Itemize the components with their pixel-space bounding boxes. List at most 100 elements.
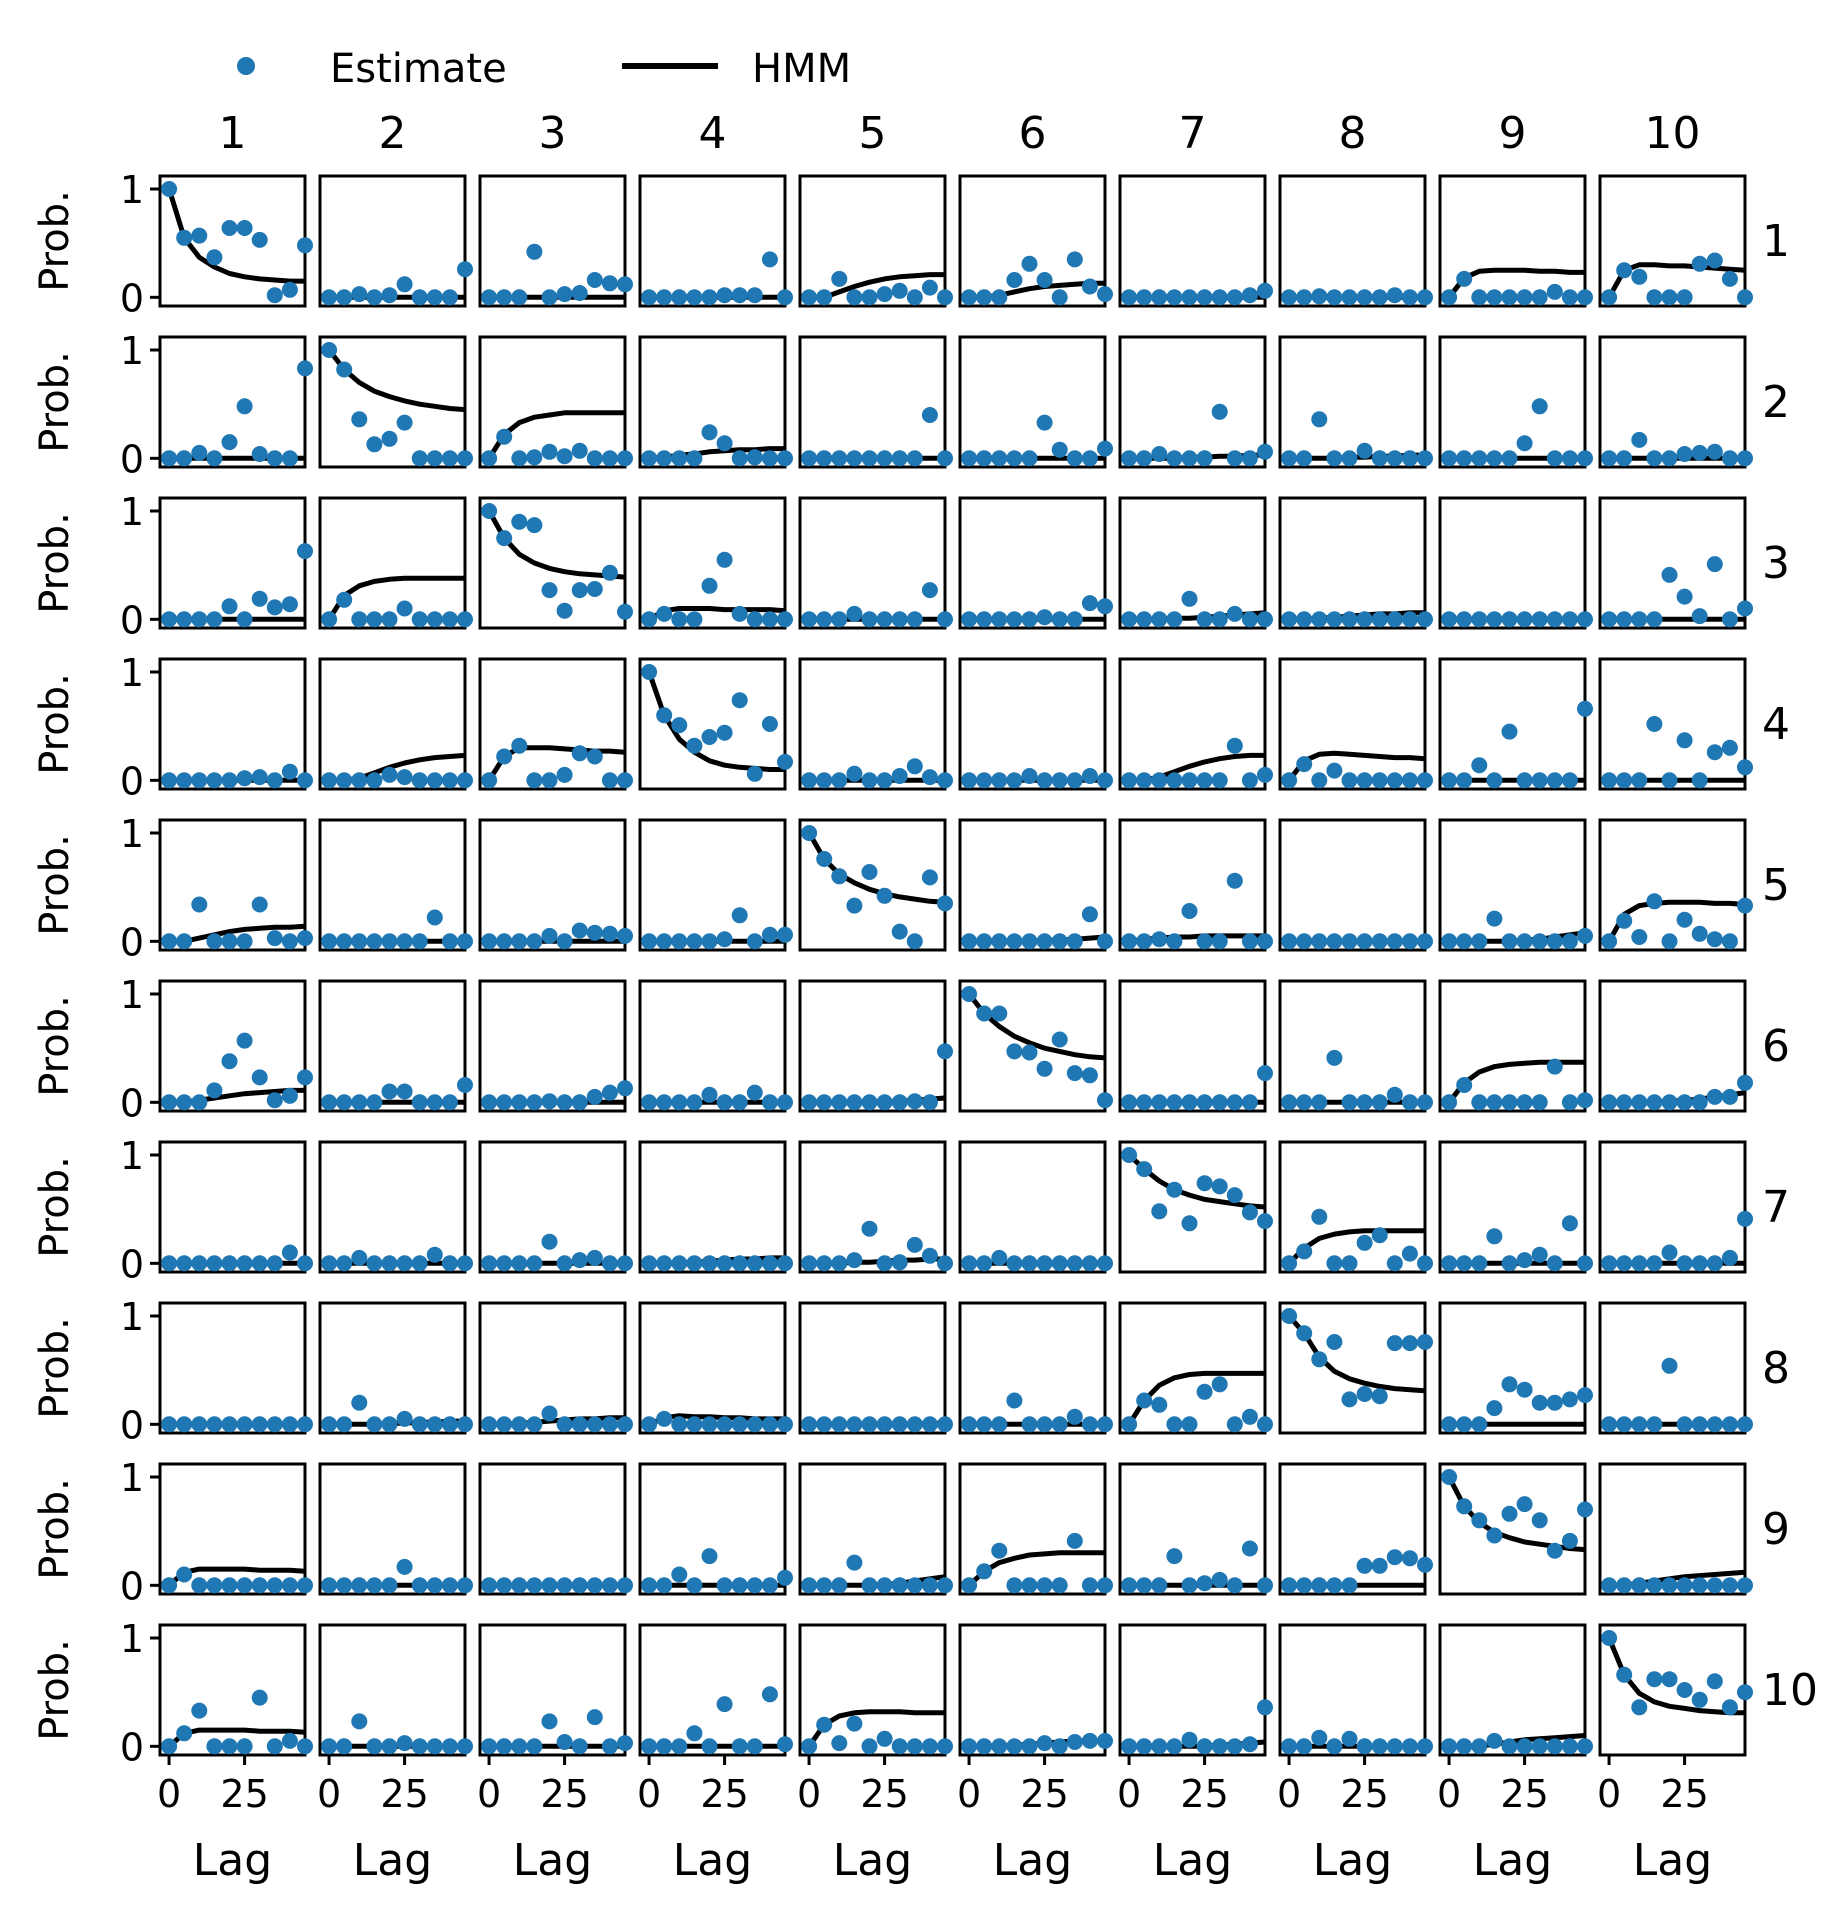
estimate-point: [266, 450, 283, 467]
estimate-point: [1066, 933, 1083, 950]
estimate-point: [701, 1738, 718, 1755]
estimate-point: [1226, 1187, 1243, 1204]
estimate-point: [176, 1416, 193, 1433]
estimate-point: [656, 289, 673, 306]
estimate-point: [1516, 772, 1533, 789]
estimate-point: [1166, 289, 1183, 306]
estimate-point: [1211, 611, 1228, 628]
y-axis-label: Prob.: [32, 1317, 78, 1419]
estimate-point: [1721, 933, 1738, 950]
estimate-point: [1577, 1738, 1593, 1755]
estimate-point: [457, 450, 473, 467]
estimate-point: [1721, 1249, 1738, 1266]
row-label: 1: [1762, 216, 1790, 267]
estimate-point: [1631, 1577, 1648, 1594]
panel-frame: [958, 818, 1107, 952]
estimate-point: [336, 289, 353, 306]
estimate-point: [671, 1738, 688, 1755]
panel: [1598, 1140, 1753, 1274]
panel-frame: [1118, 496, 1267, 630]
estimate-point: [1211, 933, 1228, 950]
estimate-point: [1281, 611, 1298, 628]
estimate-point: [206, 1577, 223, 1594]
estimate-point: [496, 289, 513, 306]
estimate-point: [1311, 288, 1328, 305]
panel-frame: [1598, 174, 1747, 308]
estimate-point: [176, 933, 193, 950]
hmm-line: [647, 606, 786, 622]
x-tick-label: 25: [540, 1772, 588, 1816]
estimate-point: [846, 897, 863, 914]
estimate-point: [1417, 1255, 1433, 1272]
x-tick-label: 25: [380, 1772, 428, 1816]
estimate-point: [876, 1730, 893, 1747]
estimate-point: [1257, 766, 1273, 783]
estimate-point: [441, 1738, 458, 1755]
estimate-point: [641, 1094, 658, 1111]
estimate-point: [1181, 1577, 1198, 1594]
estimate-point: [617, 1735, 633, 1752]
row-label: 8: [1762, 1343, 1790, 1394]
panel-frame: [318, 1462, 467, 1596]
estimate-point: [281, 1416, 298, 1433]
column-labels: 1 2 3 4 5 6 7 8 9 10: [219, 108, 1701, 159]
panel-frame: [1438, 979, 1587, 1113]
estimate-point: [961, 289, 978, 306]
estimate-point: [731, 605, 748, 622]
panel-frame: [1438, 1140, 1587, 1274]
estimate-point: [1631, 1094, 1648, 1111]
estimate-point: [601, 1577, 618, 1594]
estimate-point: [1441, 1094, 1458, 1111]
estimate-point: [336, 591, 353, 608]
estimate-point: [1661, 289, 1678, 306]
estimate-point: [321, 1416, 338, 1433]
estimate-point: [1051, 1031, 1068, 1048]
estimate-point: [336, 361, 353, 378]
panel: [638, 1140, 793, 1274]
x-axis-label: Lag: [513, 1835, 592, 1886]
estimate-point: [1456, 1738, 1473, 1755]
x-axis-label: Lag: [1473, 1835, 1552, 1886]
panel-frame: [958, 979, 1107, 1113]
estimate-point: [761, 716, 778, 732]
estimate-point: [266, 1255, 283, 1272]
estimate-point: [1646, 611, 1663, 628]
estimate-point: [1311, 933, 1328, 950]
estimate-point: [1661, 1671, 1678, 1688]
row-label: 2: [1762, 377, 1790, 428]
estimate-point: [1281, 1255, 1298, 1272]
column-label: 1: [219, 108, 247, 159]
estimate-point: [206, 933, 223, 950]
estimate-point: [1646, 1671, 1663, 1688]
estimate-point: [1577, 1255, 1593, 1272]
estimate-point: [876, 1577, 893, 1594]
y-tick-label: 0: [120, 920, 144, 964]
estimate-point: [891, 450, 908, 467]
panel-frame: [958, 1623, 1107, 1757]
panel-frame: [798, 496, 947, 630]
estimate-point: [1226, 737, 1243, 754]
estimate-point: [801, 450, 818, 467]
estimate-point: [1501, 1505, 1518, 1522]
x-tick-label: 0: [957, 1772, 981, 1816]
estimate-point: [976, 772, 993, 789]
estimate-point: [1531, 611, 1548, 628]
estimate-point: [1561, 1094, 1578, 1111]
estimate-point: [1501, 289, 1518, 306]
estimate-point: [481, 772, 498, 789]
estimate-point: [1631, 1699, 1648, 1716]
estimate-point: [457, 1577, 473, 1594]
estimate-point: [1341, 1094, 1358, 1111]
estimate-point: [1151, 289, 1168, 306]
estimate-point: [221, 1053, 238, 1070]
estimate-point: [1691, 1255, 1708, 1272]
panel: [318, 1301, 473, 1435]
estimate-point: [1166, 1548, 1183, 1565]
y-tick-label: 0: [120, 1081, 144, 1125]
estimate-point: [281, 450, 298, 467]
estimate-point: [1706, 1255, 1723, 1272]
panel-frame: [1438, 818, 1587, 952]
estimate-point: [1081, 278, 1098, 295]
estimate-point: [251, 769, 268, 786]
